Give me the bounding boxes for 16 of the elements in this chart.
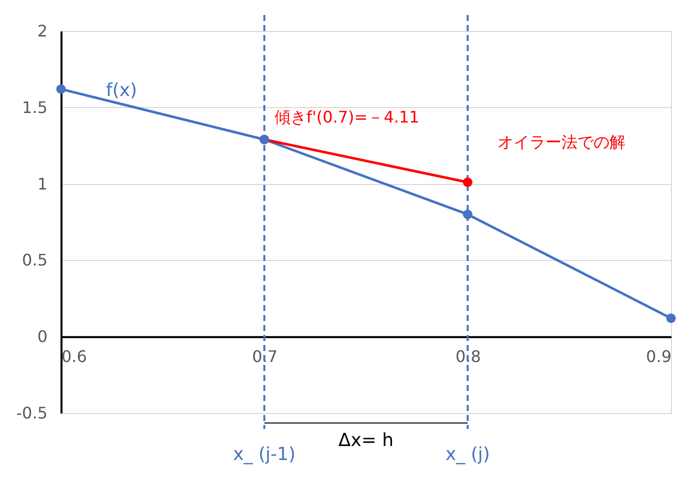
ref-line-label: x_ (j-1) bbox=[233, 444, 296, 465]
annotation: 傾きf'(0.7)=－4.11 bbox=[274, 107, 420, 126]
x-tick-label: 0.9 bbox=[646, 347, 672, 366]
y-tick-label: 1.5 bbox=[22, 98, 48, 117]
y-tick-label: 2 bbox=[37, 22, 48, 40]
y-tick-label: 0 bbox=[37, 327, 48, 346]
annotation: オイラー法での解 bbox=[498, 132, 626, 152]
text: Δx= h bbox=[338, 430, 394, 451]
ref-line-label: x_ (j) bbox=[445, 444, 490, 465]
x-tick-label: 0.8 bbox=[455, 347, 481, 366]
series-label: f(x) bbox=[106, 80, 138, 102]
x-tick-label: 0.6 bbox=[62, 347, 87, 366]
x-tick-label: 0.7 bbox=[252, 347, 278, 366]
y-tick-label: -0.5 bbox=[16, 404, 48, 422]
y-tick-label: 1 bbox=[37, 174, 48, 194]
y-tick-label: 0.5 bbox=[22, 250, 48, 270]
